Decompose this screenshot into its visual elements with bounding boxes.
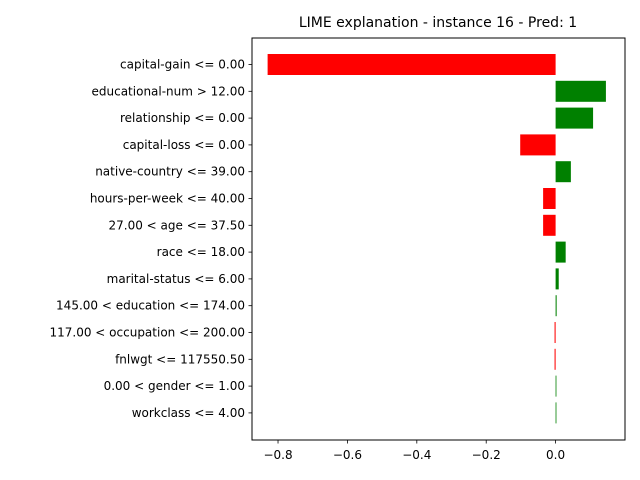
x-tick-label: −0.6 bbox=[333, 448, 362, 462]
x-tick-label: −0.4 bbox=[402, 448, 431, 462]
bar bbox=[543, 188, 556, 209]
y-tick-label: race <= 18.00 bbox=[157, 245, 245, 259]
bar bbox=[555, 402, 557, 424]
bar bbox=[554, 348, 556, 370]
bar bbox=[555, 161, 571, 183]
x-tick-label: 0.0 bbox=[546, 448, 565, 462]
plot-frame bbox=[251, 37, 626, 441]
y-tick-label: hours-per-week <= 40.00 bbox=[90, 192, 245, 206]
x-tick-label: −0.2 bbox=[472, 448, 501, 462]
bar bbox=[267, 54, 556, 75]
bar bbox=[543, 214, 556, 236]
y-tick-label: capital-gain <= 0.00 bbox=[120, 58, 245, 72]
y-tick-label: 0.00 < gender <= 1.00 bbox=[104, 379, 245, 393]
y-tick-label: marital-status <= 6.00 bbox=[107, 272, 245, 286]
y-tick-label: workclass <= 4.00 bbox=[132, 406, 245, 420]
x-axis-ticks: −0.8 −0.6 −0.4 −0.2 0.0 bbox=[263, 440, 565, 462]
y-axis-labels: capital-gain <= 0.00 educational-num > 12… bbox=[50, 58, 252, 420]
y-tick-label: capital-loss <= 0.00 bbox=[123, 138, 245, 152]
y-tick-label: fnlwgt <= 117550.50 bbox=[115, 352, 245, 366]
y-tick-label: relationship <= 0.00 bbox=[120, 111, 245, 125]
bar bbox=[520, 134, 556, 156]
bar bbox=[555, 268, 559, 290]
bar bbox=[555, 295, 557, 317]
y-tick-label: 27.00 < age <= 37.50 bbox=[109, 218, 245, 232]
bar bbox=[555, 107, 594, 129]
bar bbox=[554, 322, 556, 343]
bar bbox=[555, 80, 606, 102]
bar bbox=[555, 375, 557, 397]
y-tick-label: educational-num > 12.00 bbox=[92, 84, 246, 98]
y-tick-label: native-country <= 39.00 bbox=[95, 165, 245, 179]
x-tick-label: −0.8 bbox=[263, 448, 292, 462]
chart-title: LIME explanation - instance 16 - Pred: 1 bbox=[299, 15, 577, 31]
y-tick-label: 117.00 < occupation <= 200.00 bbox=[50, 326, 246, 340]
bar bbox=[555, 241, 566, 263]
y-tick-label: 145.00 < education <= 174.00 bbox=[56, 299, 245, 313]
bars-group bbox=[267, 54, 606, 424]
